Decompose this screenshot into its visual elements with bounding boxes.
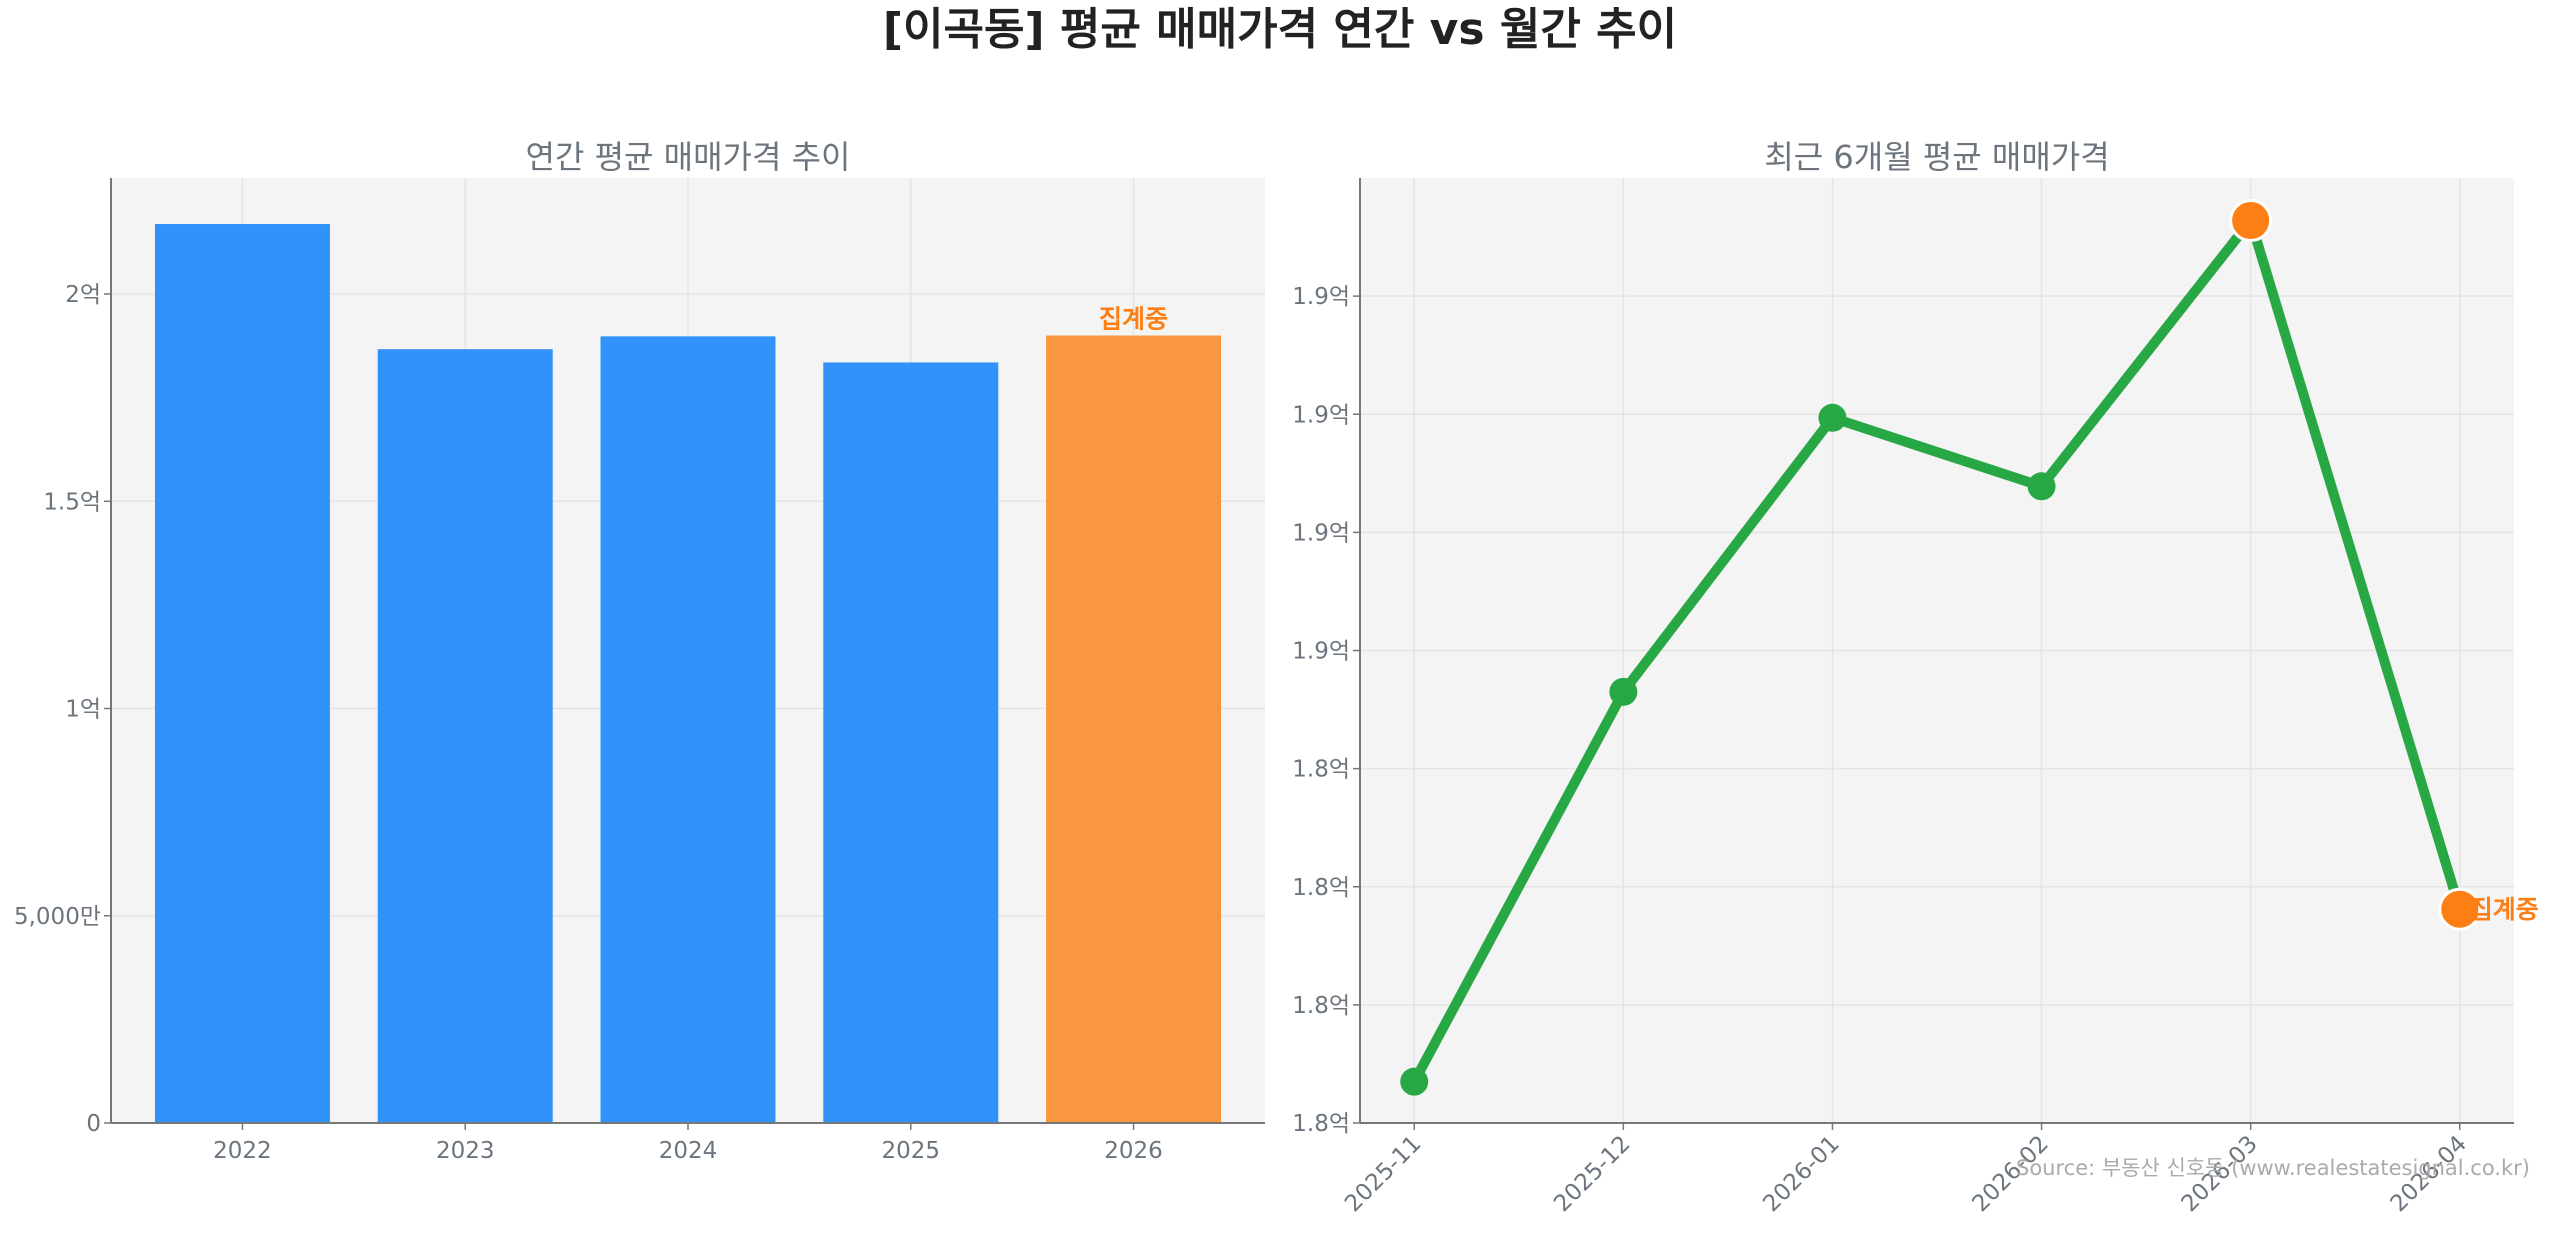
- y-tick-label: 1.8억: [1292, 875, 1350, 901]
- y-tick-label: 1.9억: [1292, 520, 1350, 546]
- bar: [154, 224, 330, 1123]
- data-point: [1609, 677, 1638, 706]
- y-tick-label: 1.9억: [1292, 402, 1350, 428]
- bar: [823, 362, 999, 1123]
- x-tick-label: 2025-12: [1549, 1131, 1635, 1217]
- data-point: [1400, 1067, 1429, 1096]
- y-tick-label: 0: [86, 1111, 101, 1137]
- y-tick-label: 1.9억: [1292, 284, 1350, 310]
- x-tick-label: 2026-01: [1758, 1131, 1844, 1217]
- x-tick-label: 2023: [436, 1138, 495, 1164]
- y-tick-label: 1.8억: [1292, 757, 1350, 783]
- bar: [600, 336, 776, 1123]
- y-tick-label: 1.8억: [1292, 993, 1350, 1019]
- y-tick-label: 1.5억: [43, 489, 101, 515]
- subplot-title: 연간 평균 매매가격 추이: [526, 138, 851, 176]
- pending-label: 집계중: [2470, 895, 2539, 924]
- bar: [377, 349, 553, 1124]
- highlight-point: [2229, 199, 2273, 243]
- data-point: [2027, 472, 2056, 501]
- monthly-line-chart: 최근 6개월 평균 매매가격 1.8억 1.8억 1.8억 1.8억 1.9억 1.9억 1.…: [1292, 138, 2539, 1217]
- x-tick-label: 2022: [213, 1138, 272, 1164]
- x-tick-label: 2026: [1104, 1138, 1163, 1164]
- pending-label: 집계중: [1099, 305, 1168, 334]
- subplot-title: 최근 6개월 평균 매매가격: [1764, 138, 2109, 176]
- highlight-point: [2438, 887, 2482, 931]
- x-tick-label: 2025-11: [1340, 1131, 1426, 1217]
- y-tick-label: 2억: [65, 282, 101, 308]
- x-tick-label: 2025: [882, 1138, 941, 1164]
- y-tick-label: 5,000만: [14, 904, 101, 930]
- bar-pending: [1046, 335, 1222, 1123]
- source-credit: Source: 부동산 신호등 (www.realestatesignal.co…: [2016, 1156, 2530, 1180]
- figure-title: [이곡동] 평균 매매가격 연간 vs 월간 추이: [883, 4, 1677, 55]
- annual-bar-chart: 연간 평균 매매가격 추이 0 5,000만 1억 1.5억 2억 2022 2023 2024…: [14, 138, 1265, 1164]
- y-tick-label: 1억: [65, 697, 101, 723]
- x-tick-label: 2024: [659, 1138, 718, 1164]
- y-tick-label: 1.9억: [1292, 639, 1350, 665]
- y-tick-label: 1.8억: [1292, 1111, 1350, 1137]
- series-line: [1409, 215, 2465, 1085]
- data-point: [1818, 403, 1847, 432]
